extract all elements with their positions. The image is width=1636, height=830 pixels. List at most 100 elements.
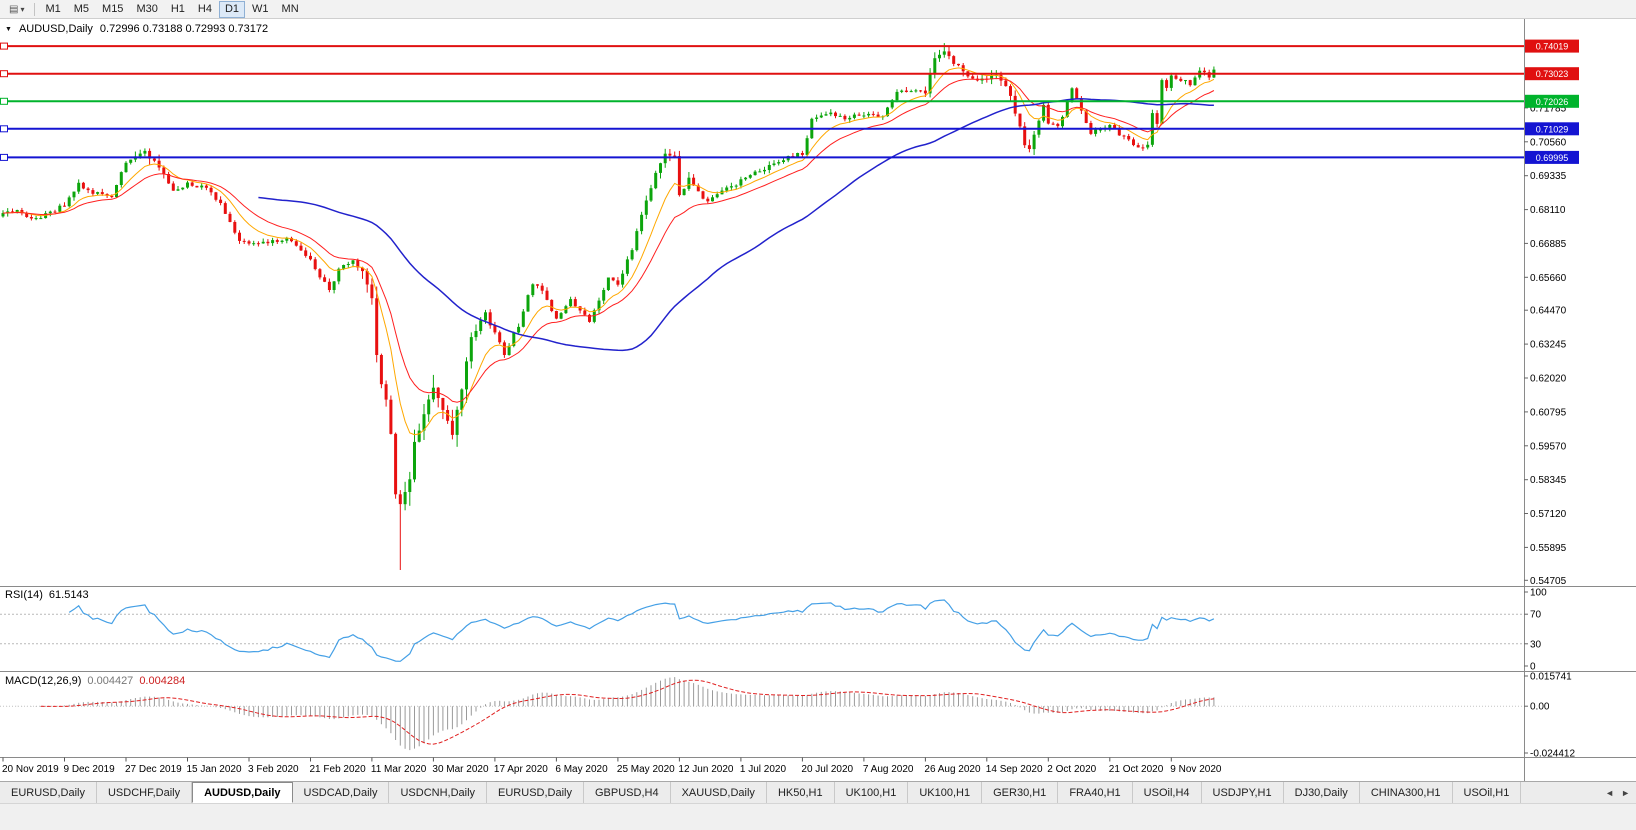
svg-text:0.70560: 0.70560 (1530, 137, 1567, 148)
chart-tab-usdchf-daily[interactable]: USDCHF,Daily (97, 782, 193, 803)
svg-text:30: 30 (1530, 639, 1542, 650)
chart-tab-uk100-h1[interactable]: UK100,H1 (908, 782, 983, 803)
chart-tab-usdcnh-daily[interactable]: USDCNH,Daily (389, 782, 488, 803)
svg-text:9 Nov 2020: 9 Nov 2020 (1170, 764, 1222, 775)
svg-text:9 Dec 2019: 9 Dec 2019 (64, 764, 116, 775)
svg-text:0.69335: 0.69335 (1530, 171, 1567, 182)
svg-text:25 May 2020: 25 May 2020 (617, 764, 675, 775)
svg-text:0.64470: 0.64470 (1530, 306, 1567, 317)
time-scale[interactable] (0, 757, 1524, 781)
svg-text:0.68110: 0.68110 (1530, 205, 1566, 216)
timeframe-w1-button[interactable]: W1 (252, 3, 269, 15)
svg-text:0.55895: 0.55895 (1530, 543, 1567, 554)
timeframe-toolbar: ▤ ▾ M1 M5 M15 M30 H1 H4 D1 W1 MN (0, 0, 1636, 19)
timeframe-h1-button[interactable]: H1 (170, 3, 185, 15)
svg-text:27 Dec 2019: 27 Dec 2019 (125, 764, 182, 775)
timeframe-d1-button[interactable]: D1 (218, 0, 246, 18)
candles-layer (0, 42, 1524, 570)
timeframe-m15-button[interactable]: M15 (102, 3, 124, 15)
svg-text:-0.024412: -0.024412 (1530, 749, 1575, 760)
timeframe-m1-button[interactable]: M1 (45, 3, 61, 15)
macd-label: MACD(12,26,9) (5, 675, 82, 687)
svg-text:0.65660: 0.65660 (1530, 273, 1567, 284)
svg-text:0.66885: 0.66885 (1530, 239, 1567, 250)
svg-text:0.63245: 0.63245 (1530, 340, 1567, 351)
chart-tab-bar: EURUSD,Daily USDCHF,Daily AUDUSD,Daily USDC… (0, 781, 1636, 803)
charts-menu-button[interactable]: ▤ ▾ (3, 1, 30, 18)
svg-text:20 Nov 2019: 20 Nov 2019 (2, 764, 59, 775)
chart-tab-gbpusd-h4[interactable]: GBPUSD,H4 (584, 782, 671, 803)
tab-scroll-buttons: ◄ ► (1599, 782, 1636, 803)
chart-tab-eurusd-daily[interactable]: EURUSD,Daily (487, 782, 584, 803)
svg-text:1 Jul 2020: 1 Jul 2020 (740, 764, 787, 775)
svg-text:0.74019: 0.74019 (1536, 42, 1569, 52)
svg-text:0.015741: 0.015741 (1530, 672, 1572, 683)
timeframe-mn-button[interactable]: MN (281, 3, 299, 15)
rsi-indicator-title: RSI(14) 61.5143 (5, 589, 89, 601)
svg-text:0.57120: 0.57120 (1530, 509, 1567, 520)
tab-scroll-left-icon[interactable]: ◄ (1605, 787, 1615, 798)
chart-tab-fra40-h1[interactable]: FRA40,H1 (1058, 782, 1133, 803)
svg-text:20 Jul 2020: 20 Jul 2020 (801, 764, 853, 775)
chart-tab-usoil-h1[interactable]: USOil,H1 (1453, 782, 1522, 803)
timeframe-h4-button[interactable]: H4 (197, 3, 212, 15)
svg-text:21 Feb 2020: 21 Feb 2020 (310, 764, 367, 775)
svg-text:0.72026: 0.72026 (1536, 97, 1569, 107)
svg-text:14 Sep 2020: 14 Sep 2020 (986, 764, 1043, 775)
macd-main-value: 0.004427 (87, 675, 134, 687)
svg-text:100: 100 (1530, 588, 1547, 599)
svg-text:0.71029: 0.71029 (1536, 124, 1569, 134)
svg-text:6 May 2020: 6 May 2020 (555, 764, 608, 775)
chart-icon: ▤ (9, 3, 19, 15)
svg-text:0: 0 (1530, 662, 1536, 673)
chart-tab-ger30-h1[interactable]: GER30,H1 (982, 782, 1059, 803)
chart-svg: 0.71785 0.70560 0.69335 0.68110 0.66885 0.656… (0, 19, 1636, 781)
svg-text:0.60795: 0.60795 (1530, 407, 1567, 418)
svg-text:3 Feb 2020: 3 Feb 2020 (248, 764, 299, 775)
chevron-down-icon: ▾ (20, 4, 25, 14)
svg-text:0.58345: 0.58345 (1530, 475, 1567, 486)
rsi-value: 61.5143 (48, 589, 89, 601)
macd-indicator-title: MACD(12,26,9) 0.004427 0.004284 (5, 675, 185, 687)
chart-tab-uk100-h1[interactable]: UK100,H1 (835, 782, 909, 803)
chart-window: 0.71785 0.70560 0.69335 0.68110 0.66885 0.656… (0, 19, 1636, 781)
rsi-layer (0, 599, 1524, 662)
svg-text:21 Oct 2020: 21 Oct 2020 (1109, 764, 1164, 775)
collapse-arrow-icon[interactable]: ▼ (5, 25, 12, 33)
chart-tab-usdcad-daily[interactable]: USDCAD,Daily (293, 782, 390, 803)
svg-text:2 Oct 2020: 2 Oct 2020 (1047, 764, 1096, 775)
chart-tab-audusd-daily[interactable]: AUDUSD,Daily (192, 782, 293, 803)
svg-text:17 Apr 2020: 17 Apr 2020 (494, 764, 548, 775)
svg-text:0.54705: 0.54705 (1530, 576, 1567, 587)
macd-layer (0, 677, 1524, 751)
chart-tab-usoil-h4[interactable]: USOil,H4 (1133, 782, 1202, 803)
chart-tab-xauusd-daily[interactable]: XAUUSD,Daily (671, 782, 767, 803)
chart-tab-usdjpy-h1[interactable]: USDJPY,H1 (1202, 782, 1284, 803)
svg-text:11 Mar 2020: 11 Mar 2020 (371, 764, 427, 775)
chart-tab-china300-h1[interactable]: CHINA300,H1 (1360, 782, 1453, 803)
svg-text:26 Aug 2020: 26 Aug 2020 (924, 764, 981, 775)
svg-text:0.69995: 0.69995 (1536, 153, 1569, 163)
macd-signal-value: 0.004284 (139, 675, 186, 687)
svg-text:0.00: 0.00 (1530, 702, 1550, 713)
chart-tab-hk50-h1[interactable]: HK50,H1 (767, 782, 835, 803)
svg-text:70: 70 (1530, 610, 1542, 621)
chart-canvas[interactable]: 0.71785 0.70560 0.69335 0.68110 0.66885 0.656… (0, 19, 1636, 781)
svg-text:0.62020: 0.62020 (1530, 374, 1567, 385)
chart-title: ▼ AUDUSD,Daily 0.72996 0.73188 0.72993 0… (5, 23, 268, 35)
chart-tab-dj30-daily[interactable]: DJ30,Daily (1284, 782, 1360, 803)
toolbar-separator (34, 2, 36, 16)
timeframe-m5-button[interactable]: M5 (73, 3, 90, 15)
svg-text:15 Jan 2020: 15 Jan 2020 (187, 764, 242, 775)
chart-tab-eurusd-daily[interactable]: EURUSD,Daily (0, 782, 97, 803)
price-scale[interactable] (1524, 19, 1636, 757)
svg-text:0.73023: 0.73023 (1536, 69, 1569, 79)
svg-text:30 Mar 2020: 30 Mar 2020 (432, 764, 489, 775)
svg-text:0.71785: 0.71785 (1530, 103, 1567, 114)
timeframe-m30-button[interactable]: M30 (136, 3, 158, 15)
rsi-label: RSI(14) (5, 589, 43, 601)
svg-text:7 Aug 2020: 7 Aug 2020 (863, 764, 914, 775)
tab-scroll-right-icon[interactable]: ► (1621, 787, 1630, 798)
svg-text:0.59570: 0.59570 (1530, 441, 1567, 452)
